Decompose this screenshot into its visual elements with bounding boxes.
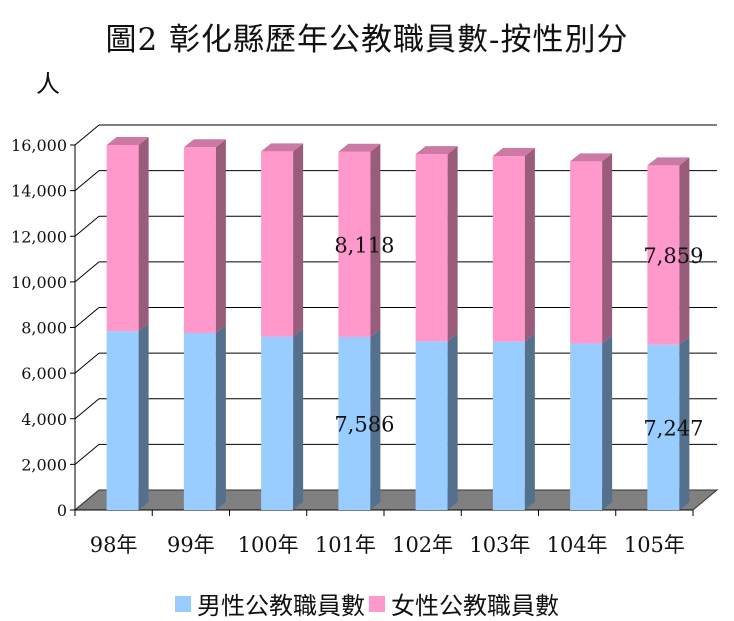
bar-front bbox=[415, 154, 448, 342]
bar-side bbox=[215, 324, 226, 510]
side-wall-gridline bbox=[74, 352, 100, 374]
bar-front bbox=[106, 145, 139, 332]
bar-front bbox=[647, 165, 680, 345]
bar-top bbox=[492, 147, 535, 156]
bar-front bbox=[415, 341, 448, 510]
bar-front bbox=[106, 331, 139, 510]
bar-side bbox=[215, 139, 226, 333]
y-tick-label: 4,000 bbox=[21, 410, 67, 429]
bar-front bbox=[183, 332, 216, 510]
bar-side bbox=[370, 328, 381, 510]
bar-front bbox=[261, 151, 294, 337]
bar-top bbox=[415, 146, 458, 155]
y-tick-label: 14,000 bbox=[11, 182, 67, 201]
bar-side bbox=[524, 333, 535, 510]
bar-front bbox=[570, 161, 603, 344]
x-tick-label: 98年 bbox=[90, 533, 138, 557]
bar-front bbox=[261, 336, 294, 510]
y-axis-unit-label: 人 bbox=[36, 70, 60, 98]
x-tick-label: 105年 bbox=[624, 533, 685, 557]
y-tick-label: 10,000 bbox=[11, 273, 67, 292]
chart-title: 圖2 彰化縣歷年公教職員數-按性別分 bbox=[105, 22, 629, 58]
x-tick-label: 103年 bbox=[469, 533, 530, 557]
legend-label-female: 女性公教職員數 bbox=[391, 592, 559, 620]
bar-side bbox=[293, 143, 304, 337]
data-label: 8,118 bbox=[334, 233, 394, 257]
side-wall-gridline bbox=[74, 261, 100, 283]
bar-front bbox=[570, 343, 603, 510]
bar-side bbox=[138, 323, 149, 510]
bar-side bbox=[602, 153, 613, 344]
side-wall-gridline bbox=[74, 215, 100, 237]
legend-swatch-female bbox=[369, 595, 385, 612]
x-tick-label: 99年 bbox=[167, 533, 215, 557]
data-label: 7,859 bbox=[643, 244, 703, 268]
y-tick-label: 6,000 bbox=[21, 364, 67, 383]
bar-side bbox=[138, 137, 149, 332]
side-wall-gridline bbox=[74, 307, 100, 328]
legend-label-male: 男性公教職員數 bbox=[197, 592, 365, 620]
side-wall-gridline bbox=[74, 443, 100, 465]
bar-side bbox=[447, 146, 458, 342]
bar-side bbox=[447, 333, 458, 510]
y-tick-label: 12,000 bbox=[11, 227, 67, 246]
y-tick-label: 0 bbox=[57, 501, 67, 520]
side-wall-gridline bbox=[74, 398, 100, 420]
x-tick-label: 100年 bbox=[238, 533, 299, 557]
legend-item-female: 女性公教職員數 bbox=[369, 586, 559, 621]
floor bbox=[73, 489, 719, 511]
x-tick-label: 101年 bbox=[315, 533, 376, 557]
y-tick-label: 8,000 bbox=[21, 319, 67, 338]
bar-front bbox=[492, 341, 525, 510]
bar-front bbox=[338, 151, 371, 337]
legend: 男性公教職員數 女性公教職員數 bbox=[0, 586, 734, 621]
bar-front bbox=[183, 147, 216, 333]
side-wall-gridline bbox=[74, 124, 100, 146]
data-label: 7,586 bbox=[334, 412, 394, 436]
bar-top bbox=[570, 153, 613, 162]
bar-top bbox=[261, 143, 304, 152]
bar-front bbox=[647, 344, 680, 510]
legend-item-male: 男性公教職員數 bbox=[175, 586, 365, 621]
bar-front bbox=[338, 336, 371, 510]
bar-side bbox=[524, 147, 535, 342]
x-tick-label: 102年 bbox=[392, 533, 453, 557]
y-tick-label: 16,000 bbox=[11, 136, 67, 155]
chart-svg: 0 2,000 4,000 6,000 8,000 10,000 12,000 14,000 1… bbox=[11, 124, 719, 557]
bar-top bbox=[183, 139, 226, 148]
y-tick-label: 2,000 bbox=[21, 455, 67, 474]
legend-swatch-male bbox=[175, 595, 191, 612]
bar-top bbox=[647, 157, 690, 166]
bar-side bbox=[293, 328, 304, 510]
x-tick-label: 104年 bbox=[547, 533, 608, 557]
bar-top bbox=[106, 137, 149, 145]
bar-side bbox=[370, 143, 381, 337]
data-label: 7,247 bbox=[643, 416, 703, 440]
bar-side bbox=[679, 157, 690, 345]
bar-side bbox=[602, 335, 613, 510]
bar-side bbox=[679, 336, 690, 510]
bar-top bbox=[338, 143, 381, 152]
side-wall-gridline bbox=[74, 170, 100, 192]
bar-front bbox=[492, 155, 525, 342]
